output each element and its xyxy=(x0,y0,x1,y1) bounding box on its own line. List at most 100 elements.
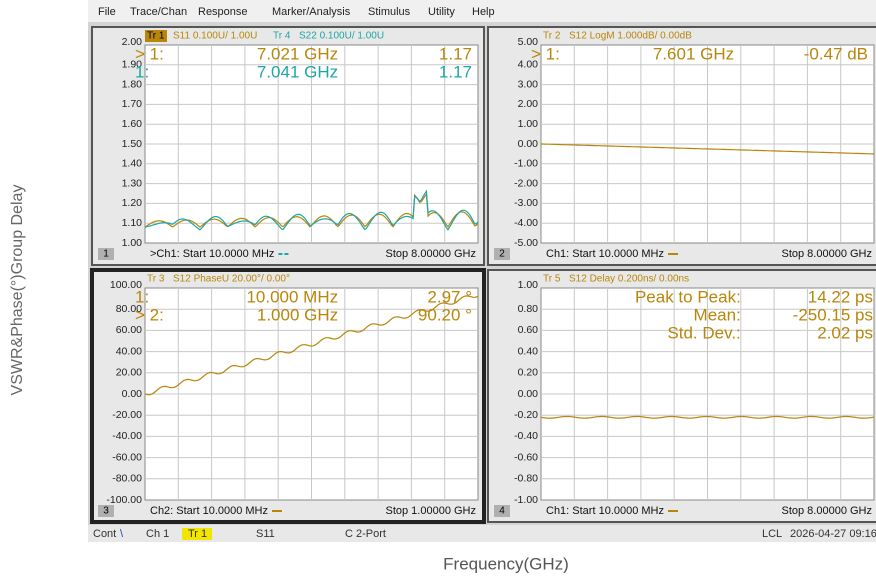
status-item: Tr 1 xyxy=(188,528,207,540)
panel: Tr 1 S11 0.100U/ 1.00U Tr 4 S22 0.100U/ 1.0… xyxy=(91,26,485,266)
panel-number-box xyxy=(98,248,114,260)
footer-stop: Stop 1.00000 GHz xyxy=(385,505,476,517)
active-trace-box xyxy=(145,30,167,42)
status-highlight xyxy=(182,528,212,540)
y-tick-label: -5.00 xyxy=(514,237,538,249)
trace xyxy=(540,415,875,419)
panel-number-box xyxy=(494,505,510,517)
status-bar xyxy=(88,525,876,542)
marker-value: 90.20 ° xyxy=(418,305,472,324)
y-tick-label: 1.80 xyxy=(122,78,143,90)
y-tick-label: 60.00 xyxy=(116,324,142,336)
stat-value: -250.15 ps xyxy=(793,305,873,324)
trace-header: S12 Delay 0.200ns/ 0.00ns xyxy=(569,274,689,285)
status-item: \ xyxy=(120,528,124,540)
y-tick-label: 1.30 xyxy=(122,177,143,189)
panel-number: 1 xyxy=(103,249,109,260)
footer-stop: Stop 8.00000 GHz xyxy=(781,248,872,260)
trace xyxy=(144,295,479,396)
y-tick-label: 1.70 xyxy=(122,98,143,110)
status-item: 2026-04-27 09:16 xyxy=(790,528,876,540)
panel-number-box xyxy=(494,248,510,260)
marker-label: 1: xyxy=(135,62,149,81)
trace-header: Tr 4 xyxy=(273,31,291,42)
y-tick-label: 2.00 xyxy=(518,98,539,110)
panel-number: 4 xyxy=(499,506,505,517)
marker-label: 1: xyxy=(135,287,149,306)
y-tick-label: -0.20 xyxy=(514,409,538,421)
footer-stop: Stop 8.00000 GHz xyxy=(781,505,872,517)
stat-value: 14.22 ps xyxy=(808,287,873,306)
y-tick-label: -3.00 xyxy=(514,197,538,209)
marker-stimulus: 7.601 GHz xyxy=(653,44,734,63)
y-tick-label: 1.10 xyxy=(122,217,143,229)
y-tick-label: 1.00 xyxy=(518,279,539,291)
trace-header: Tr 2 xyxy=(543,31,561,42)
y-tick-label: 1.40 xyxy=(122,158,143,170)
y-tick-label: 5.00 xyxy=(518,36,539,48)
y-tick-label: 1.90 xyxy=(122,59,143,71)
menu-item[interactable]: Response xyxy=(198,6,248,18)
menu-item[interactable]: Stimulus xyxy=(368,6,411,18)
menu-item[interactable]: Marker/Analysis xyxy=(272,6,351,18)
y-tick-label: 4.00 xyxy=(518,59,539,71)
y-tick-label: -80.00 xyxy=(112,473,142,485)
trace-header: S12 LogM 1.000dB/ 0.00dB xyxy=(569,31,692,42)
trace xyxy=(541,143,874,155)
footer-start: Ch2: Start 10.0000 MHz xyxy=(150,505,268,517)
y-tick-label: 1.50 xyxy=(122,138,143,150)
y-tick-label: 1.00 xyxy=(122,237,143,249)
footer-start: Ch1: Start 10.0000 MHz xyxy=(546,505,664,517)
footer-start: Ch1: Start 10.0000 MHz xyxy=(546,248,664,260)
panel-number: 2 xyxy=(499,249,505,260)
trace-header: S11 0.100U/ 1.00U xyxy=(173,31,257,42)
y-tick-label: 1.00 xyxy=(518,118,539,130)
marker-value: 1.17 xyxy=(439,44,472,63)
y-tick-label: 80.00 xyxy=(116,303,142,315)
marker-label: > 1: xyxy=(135,44,164,63)
menu-item[interactable]: Utility xyxy=(428,6,455,18)
y-tick-label: -0.40 xyxy=(514,430,538,442)
marker-stimulus: 7.041 GHz xyxy=(257,62,338,81)
trace-header: S22 0.100U/ 1.00U xyxy=(299,31,384,42)
menu-item[interactable]: File xyxy=(98,6,116,18)
y-tick-label: -100.00 xyxy=(106,494,142,506)
y-tick-label: 0.60 xyxy=(518,324,539,336)
footer-stop: Stop 8.00000 GHz xyxy=(385,248,476,260)
trace-header: S12 PhaseU 20.00°/ 0.00° xyxy=(173,274,290,285)
marker-stimulus: 7.021 GHz xyxy=(257,44,338,63)
menu-item[interactable]: Help xyxy=(472,6,495,18)
menu-item[interactable]: Trace/Chan xyxy=(130,6,187,18)
status-item: Cont xyxy=(93,528,116,540)
y-tick-label: 100.00 xyxy=(110,279,142,291)
y-tick-label: 1.60 xyxy=(122,118,143,130)
y-tick-label: 2.00 xyxy=(122,36,143,48)
y-tick-label: 3.00 xyxy=(518,78,539,90)
y-tick-label: 0.00 xyxy=(518,388,539,400)
stat-value: 2.02 ps xyxy=(817,323,873,342)
x-axis-title: Frequency(GHz) xyxy=(443,554,569,573)
y-tick-label: -0.60 xyxy=(514,451,538,463)
y-tick-label: 0.80 xyxy=(518,303,539,315)
status-item: LCL xyxy=(762,528,782,540)
y-tick-label: 1.20 xyxy=(122,197,143,209)
trace xyxy=(144,189,479,231)
y-tick-label: -0.80 xyxy=(514,473,538,485)
y-tick-label: -60.00 xyxy=(112,451,142,463)
y-tick-label: -1.00 xyxy=(514,158,538,170)
y-tick-label: 40.00 xyxy=(116,345,142,357)
y-tick-label: -40.00 xyxy=(112,430,142,442)
status-item: C 2-Port xyxy=(345,528,386,540)
status-item: S11 xyxy=(256,528,275,540)
y-tick-label: -4.00 xyxy=(514,217,538,229)
y-tick-label: 20.00 xyxy=(116,367,142,379)
y-tick-label: -2.00 xyxy=(514,177,538,189)
panel-number-box xyxy=(98,505,114,517)
marker-value: -0.47 dB xyxy=(804,44,868,63)
marker-value: 1.17 xyxy=(439,62,472,81)
trace-header: Tr 3 xyxy=(147,274,165,285)
y-axis-title: VSWR&Phase(°)Group Delay xyxy=(9,185,26,396)
marker-stimulus: 10.000 MHz xyxy=(246,287,338,306)
